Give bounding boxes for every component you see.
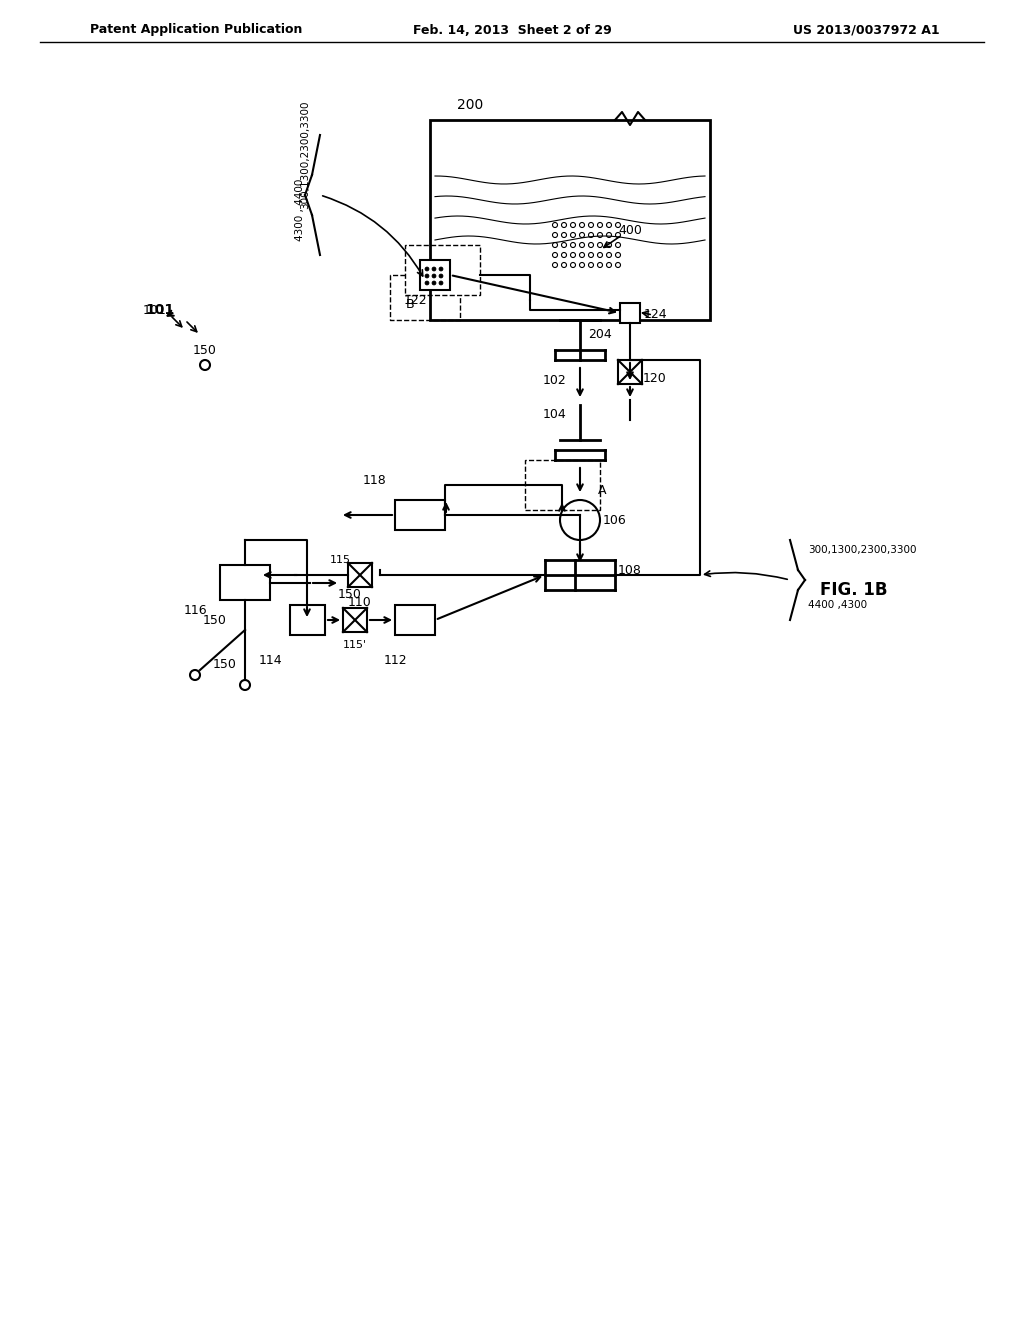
Circle shape [432, 281, 436, 285]
Bar [430, 120, 710, 319]
Circle shape [439, 267, 443, 271]
Text: 150: 150 [213, 659, 237, 672]
Circle shape [432, 275, 436, 279]
Text: 115: 115 [330, 554, 350, 565]
Circle shape [439, 275, 443, 279]
Text: 102: 102 [543, 374, 567, 387]
Circle shape [439, 281, 443, 285]
Bar [620, 304, 640, 323]
Text: 114: 114 [258, 653, 282, 667]
Bar [420, 260, 450, 290]
Text: 115': 115' [343, 640, 367, 649]
Circle shape [432, 267, 436, 271]
Bar [406, 246, 480, 294]
Text: 101: 101 [145, 304, 174, 317]
Text: 4300 , 4400: 4300 , 4400 [295, 178, 305, 242]
Text: 112: 112 [383, 653, 407, 667]
Text: Feb. 14, 2013  Sheet 2 of 29: Feb. 14, 2013 Sheet 2 of 29 [413, 24, 611, 37]
Bar [525, 459, 600, 510]
Text: 400: 400 [618, 223, 642, 236]
Text: 122: 122 [403, 293, 427, 306]
Text: A: A [598, 483, 606, 496]
Text: 124: 124 [643, 309, 667, 322]
Text: 4400 ,4300: 4400 ,4300 [808, 601, 867, 610]
Text: 101: 101 [143, 304, 167, 317]
Text: US 2013/0037972 A1: US 2013/0037972 A1 [794, 24, 940, 37]
Text: 150: 150 [203, 614, 227, 627]
Text: Patent Application Publication: Patent Application Publication [90, 24, 302, 37]
Text: 104: 104 [543, 408, 567, 421]
Bar [395, 605, 435, 635]
Text: 108: 108 [618, 564, 642, 577]
Text: 200: 200 [457, 98, 483, 112]
Circle shape [425, 275, 429, 279]
Text: 150: 150 [194, 343, 217, 356]
Text: B: B [406, 298, 415, 312]
Text: 110: 110 [348, 595, 372, 609]
Bar [395, 500, 445, 531]
Bar [290, 605, 325, 635]
Text: FIG. 1B: FIG. 1B [820, 581, 888, 599]
Circle shape [425, 267, 429, 271]
Text: 300,1300,2300,3300: 300,1300,2300,3300 [808, 545, 916, 554]
Bar [220, 565, 270, 601]
Text: 300,1300,2300,3300: 300,1300,2300,3300 [300, 100, 310, 210]
Text: 204: 204 [588, 329, 612, 342]
Text: 118: 118 [364, 474, 387, 487]
Text: 150: 150 [338, 589, 361, 602]
Text: 116: 116 [183, 603, 207, 616]
Text: 106: 106 [603, 513, 627, 527]
Circle shape [425, 281, 429, 285]
Text: 120: 120 [643, 371, 667, 384]
